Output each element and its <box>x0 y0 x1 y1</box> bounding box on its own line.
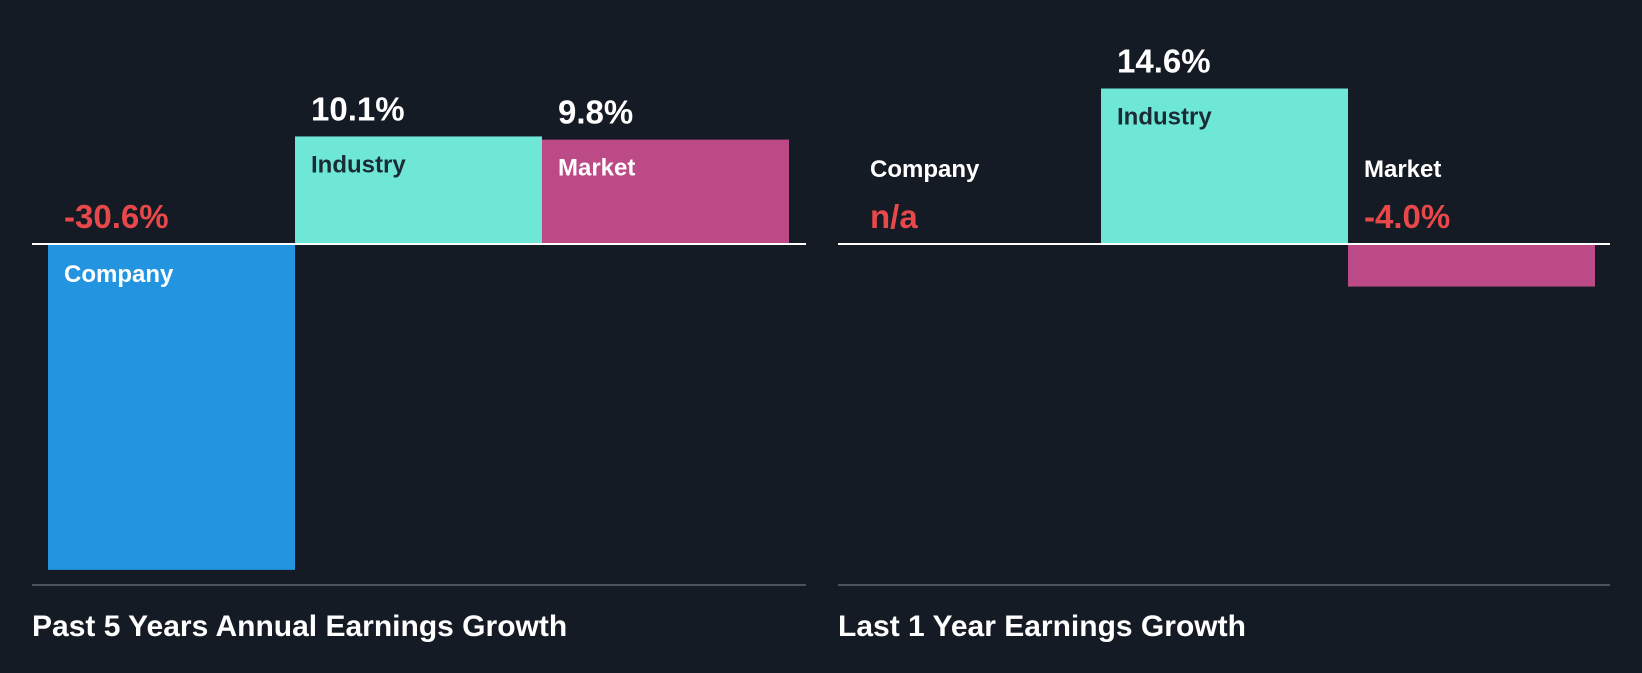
panel-last-1-year: Company n/a Industry 14.6% Market -4.0% <box>838 43 1610 586</box>
value-label-company-past-5-years: -30.6% <box>64 198 169 235</box>
value-label-market-past-5-years: 9.8% <box>558 94 633 131</box>
value-label-company-last-1-year: n/a <box>870 198 918 235</box>
value-label-market-last-1-year: -4.0% <box>1364 198 1450 235</box>
category-label-company-past-5-years: Company <box>64 261 174 288</box>
category-label-market-past-5-years: Market <box>558 155 635 182</box>
bar-industry-last-1-year <box>1101 88 1348 244</box>
bar-company-past-5-years <box>48 244 295 570</box>
panel-past-5-years: Company -30.6% Industry 10.1% Market 9.8% <box>32 90 806 586</box>
bar-industry-past-5-years <box>295 136 542 244</box>
category-label-market-last-1-year: Market <box>1364 156 1441 183</box>
value-label-industry-last-1-year: 14.6% <box>1117 43 1211 80</box>
category-label-industry-past-5-years: Industry <box>311 151 406 178</box>
value-label-industry-past-5-years: 10.1% <box>311 90 405 127</box>
category-label-industry-last-1-year: Industry <box>1117 104 1212 131</box>
category-label-company-last-1-year: Company <box>870 156 980 183</box>
bar-market-last-1-year <box>1348 244 1595 287</box>
chart-title-last-1-year: Last 1 Year Earnings Growth <box>838 610 1246 643</box>
bar-market-past-5-years <box>542 139 789 244</box>
chart-title-past-5-years: Past 5 Years Annual Earnings Growth <box>32 610 567 643</box>
